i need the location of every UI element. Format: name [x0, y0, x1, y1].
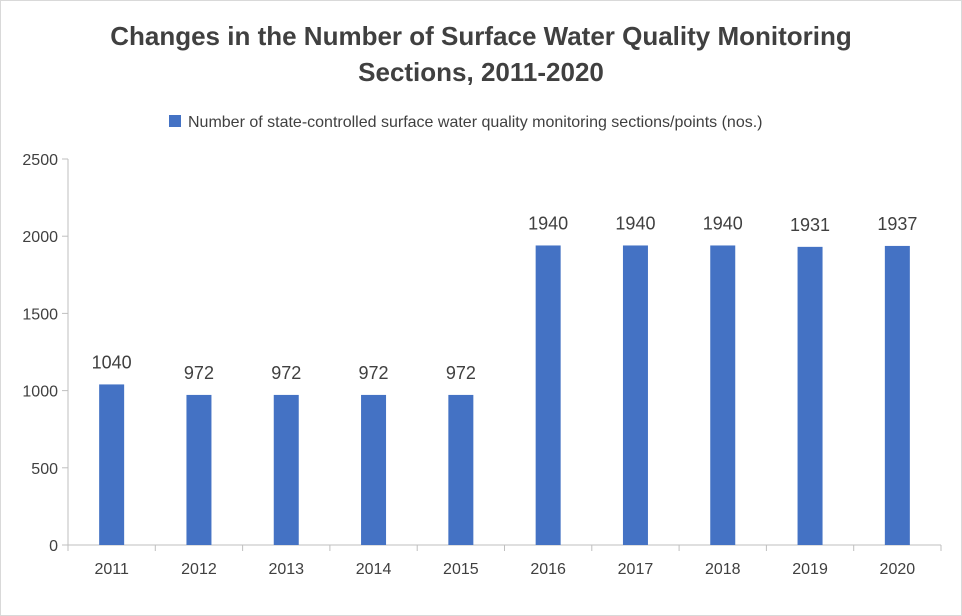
- x-tick-label-2014: 2014: [356, 561, 392, 578]
- x-axis: 2011 2012 2013 2014 2015 2016 2017 2018 2019 2020: [67, 544, 942, 578]
- legend-swatch: [169, 115, 181, 127]
- data-label-2016: 1940: [528, 213, 568, 233]
- y-tick-label-0: 0: [49, 538, 58, 555]
- bar-2012: [186, 394, 212, 545]
- data-label-2019: 1931: [790, 215, 830, 235]
- bar-2011: [99, 384, 125, 545]
- data-label-2015: 972: [446, 363, 476, 383]
- bar-2013: [273, 394, 299, 545]
- bar-2019: [797, 246, 823, 545]
- x-tick-label-2020: 2020: [880, 561, 916, 578]
- data-label-2014: 972: [359, 363, 389, 383]
- x-tick-label-2018: 2018: [705, 561, 741, 578]
- data-label-2013: 972: [271, 363, 301, 383]
- x-tick-label-2011: 2011: [94, 561, 129, 578]
- bar-2016: [535, 245, 561, 546]
- x-tick-label-2015: 2015: [443, 561, 479, 578]
- x-tick-label-2016: 2016: [530, 561, 566, 578]
- data-label-2017: 1940: [615, 213, 655, 233]
- y-tick-label-3: 1500: [22, 306, 58, 323]
- y-tick-label-2: 1000: [22, 384, 58, 401]
- data-label-2011: 1040: [92, 352, 132, 372]
- x-tick-label-2019: 2019: [792, 561, 828, 578]
- chart-title-line-1: Changes in the Number of Surface Water Q…: [110, 21, 852, 51]
- bar-2015: [448, 394, 474, 545]
- data-label-2020: 1937: [877, 214, 917, 234]
- data-label-2012: 972: [184, 363, 214, 383]
- y-axis: 0 500 1000 1500 2000 2500: [22, 152, 69, 555]
- x-tick-label-2012: 2012: [181, 561, 217, 578]
- bar-2018: [710, 245, 736, 546]
- y-tick-label-1: 500: [31, 461, 58, 478]
- y-tick-label-4: 2000: [22, 229, 58, 246]
- data-labels: 1040 972 972 972 972 1940 1940 1940 1931 1937: [92, 213, 918, 382]
- data-label-2018: 1940: [703, 213, 743, 233]
- y-tick-label-5: 2500: [22, 152, 58, 169]
- x-tick-label-2013: 2013: [268, 561, 304, 578]
- legend-label: Number of state-controlled surface water…: [188, 114, 762, 131]
- bar-series: [99, 245, 910, 546]
- legend: Number of state-controlled surface water…: [169, 114, 762, 131]
- chart-title-line-2: Sections, 2011-2020: [358, 57, 604, 87]
- bar-2014: [361, 394, 387, 545]
- bar-2017: [622, 245, 648, 546]
- bar-2020: [884, 245, 910, 546]
- x-tick-label-2017: 2017: [618, 561, 654, 578]
